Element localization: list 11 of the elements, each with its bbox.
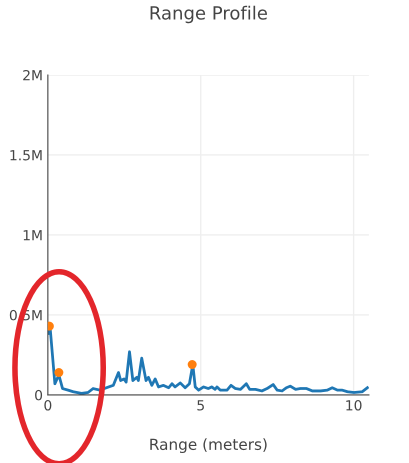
- y-tick-label: 2M: [23, 70, 42, 80]
- x-tick-label: 0: [44, 400, 52, 411]
- y-tick-label: 0: [35, 390, 42, 400]
- x-tick-label: 10: [346, 400, 362, 411]
- x-axis-title: Range (meters): [150, 438, 267, 454]
- x-tick-label: 5: [197, 400, 204, 411]
- chart-title: Range Profile: [150, 6, 267, 24]
- y-tick-label: 1M: [24, 230, 42, 240]
- point: [188, 360, 197, 370]
- y-tick-label: 1.5M: [10, 150, 42, 160]
- point: [54, 368, 64, 378]
